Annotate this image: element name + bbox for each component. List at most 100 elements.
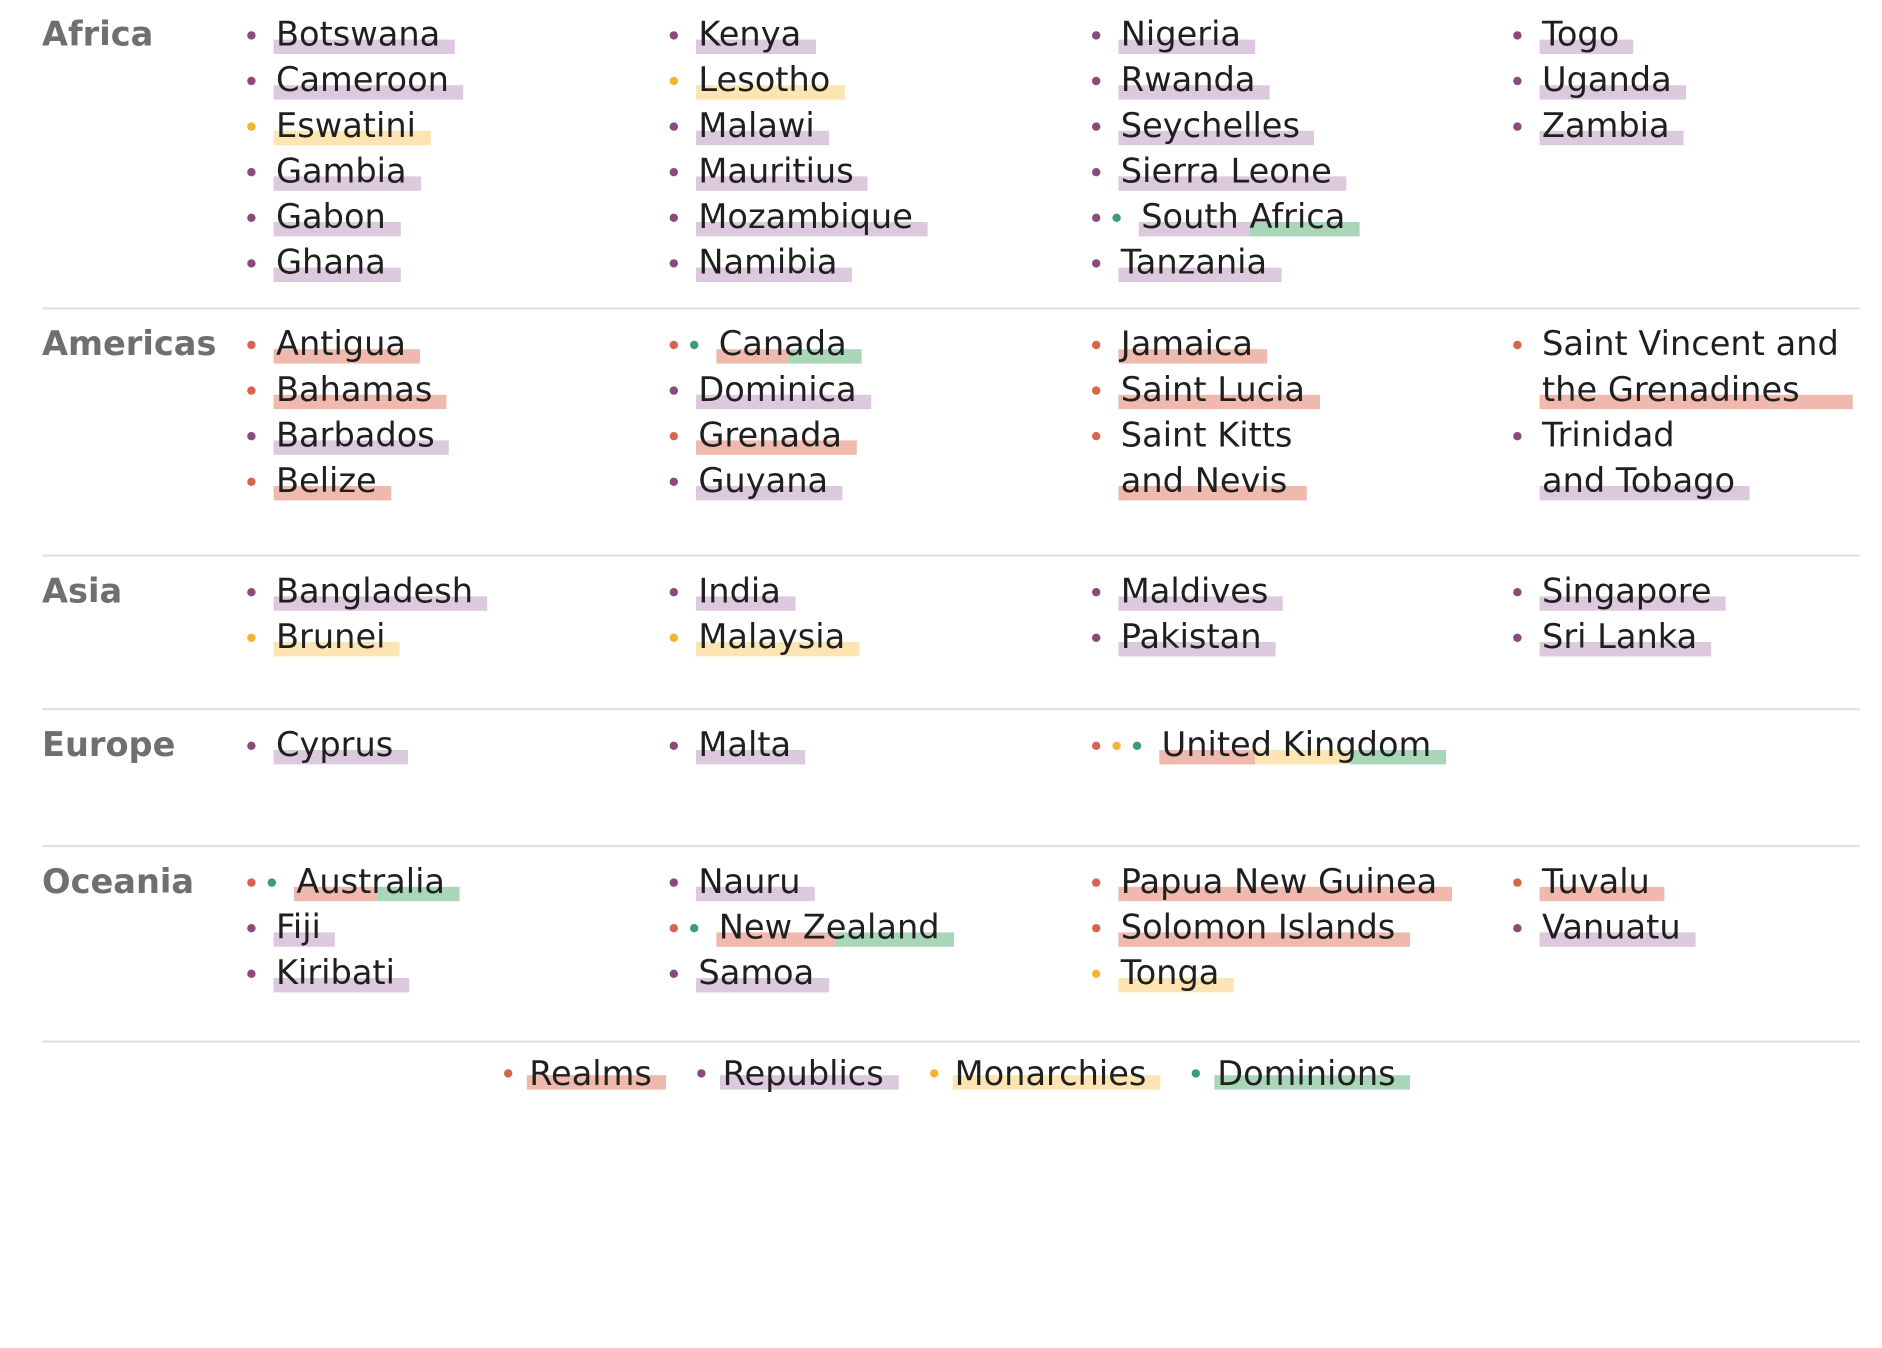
highlight-bar	[1539, 596, 1726, 611]
highlight-bar	[1539, 932, 1696, 947]
highlight-bar	[696, 440, 857, 455]
country-name: Kiribati	[273, 950, 410, 996]
dominion-dot-icon	[1191, 1069, 1201, 1078]
country-column: Malta	[669, 722, 1104, 768]
country-name: Bahamas	[273, 367, 447, 413]
republic-dot-icon	[669, 587, 678, 596]
highlight-bar	[273, 642, 400, 657]
region-label: Americas	[42, 324, 217, 364]
type-dots	[1513, 103, 1522, 149]
republic-dot-icon	[669, 213, 678, 222]
country-name: Sierra Leone	[1118, 149, 1347, 195]
country-belize: Belize	[247, 458, 682, 504]
country-india: India	[669, 569, 1104, 615]
country-united-kingdom: United Kingdom	[1092, 722, 1526, 768]
type-dots	[669, 149, 678, 195]
dominion-dot-icon	[690, 923, 699, 932]
highlight-bar	[273, 85, 464, 100]
republic-dot-icon	[1513, 121, 1522, 131]
highlight-bar	[696, 596, 796, 611]
country-seychelles: Seychelles	[1092, 103, 1526, 149]
type-dots	[669, 413, 678, 459]
country-name: Singapore	[1539, 569, 1726, 615]
country-malawi: Malawi	[669, 103, 1104, 149]
country-malta: Malta	[669, 722, 1104, 768]
country-saint-lucia: Saint Lucia	[1092, 367, 1526, 413]
highlight-bar	[273, 394, 447, 410]
legend-label: Realms	[526, 1054, 667, 1093]
country-mozambique: Mozambique	[669, 194, 1104, 240]
highlight-bar	[273, 267, 401, 282]
country-column: Cyprus	[247, 722, 682, 768]
country-australia: Australia	[247, 859, 682, 905]
type-dots	[1513, 614, 1522, 660]
legend-label: Monarchies	[952, 1054, 1161, 1093]
region-label: Africa	[42, 14, 154, 55]
dominion-dot-icon	[1132, 741, 1142, 750]
country-column: Canada Dominica Grenada Guyana	[669, 322, 1104, 504]
type-dots	[1092, 58, 1101, 104]
highlight-bar	[1118, 176, 1347, 191]
monarchy-dot-icon	[669, 633, 678, 642]
republic-dot-icon	[1513, 587, 1522, 596]
dominion-dot-icon	[690, 340, 699, 349]
country-pakistan: Pakistan	[1092, 614, 1526, 660]
country-column: Nauru New Zealand Samoa	[669, 859, 1104, 996]
country-column: Kenya Lesotho Malawi Mauritius Mozambique Nam…	[669, 12, 1104, 286]
country-name: Bangladesh	[273, 569, 488, 615]
realm-dot-icon	[247, 340, 256, 349]
highlight-bar	[273, 130, 431, 146]
legend-dominion: Dominions	[1191, 1054, 1411, 1093]
country-saint-kitts-and-nevis: Saint Kitts and Nevis	[1092, 413, 1526, 504]
country-bangladesh: Bangladesh	[247, 569, 682, 615]
country-name: Tanzania	[1118, 240, 1282, 286]
country-fiji: Fiji	[247, 905, 682, 951]
country-lesotho: Lesotho	[669, 58, 1104, 104]
type-dots	[669, 367, 678, 413]
realm-dot-icon	[669, 923, 678, 932]
country-bahamas: Bahamas	[247, 367, 682, 413]
highlight-bar	[273, 978, 410, 993]
country-name: South Africa	[1138, 194, 1360, 240]
type-dots	[1513, 12, 1522, 58]
republic-dot-icon	[247, 431, 256, 440]
realm-dot-icon	[247, 477, 256, 486]
country-name: Pakistan	[1118, 614, 1276, 660]
type-dots	[247, 458, 256, 504]
country-name: Australia	[294, 859, 460, 905]
dominion-dot-icon	[1112, 213, 1121, 222]
region-label: Asia	[42, 571, 123, 611]
highlight-bar	[1118, 978, 1234, 993]
highlight-bar	[1214, 1075, 1411, 1090]
type-dots	[1513, 322, 1522, 368]
republic-dot-icon	[1092, 633, 1101, 642]
country-column: Bangladesh Brunei	[247, 569, 682, 660]
realm-dot-icon	[669, 340, 678, 349]
realm-dot-icon	[1513, 877, 1522, 887]
highlight-bar	[696, 394, 871, 410]
country-name: Fiji	[273, 905, 336, 951]
republic-dot-icon	[669, 477, 678, 486]
monarchy-dot-icon	[1092, 969, 1101, 978]
republic-dot-icon	[1513, 76, 1522, 85]
highlight-bar	[1539, 130, 1684, 146]
country-name: Nigeria	[1118, 12, 1256, 58]
country-name: Grenada	[696, 413, 857, 459]
country-name: Guyana	[696, 458, 843, 504]
type-dots	[669, 614, 678, 660]
legend-republic: Republics	[697, 1054, 899, 1093]
republic-dot-icon	[669, 258, 678, 267]
type-dots	[669, 950, 678, 996]
highlight-bar	[1539, 886, 1665, 902]
country-name: Samoa	[696, 950, 829, 996]
highlight-bar	[696, 642, 860, 657]
country-name: Saint Vincent and the Grenadines	[1539, 322, 1854, 413]
country-uganda: Uganda	[1513, 58, 1882, 104]
type-dots	[247, 413, 256, 459]
highlight-bar	[273, 440, 450, 455]
type-dots	[1092, 322, 1101, 368]
realm-dot-icon	[1092, 340, 1101, 349]
republic-dot-icon	[1092, 30, 1101, 39]
monarchy-dot-icon	[247, 633, 256, 642]
